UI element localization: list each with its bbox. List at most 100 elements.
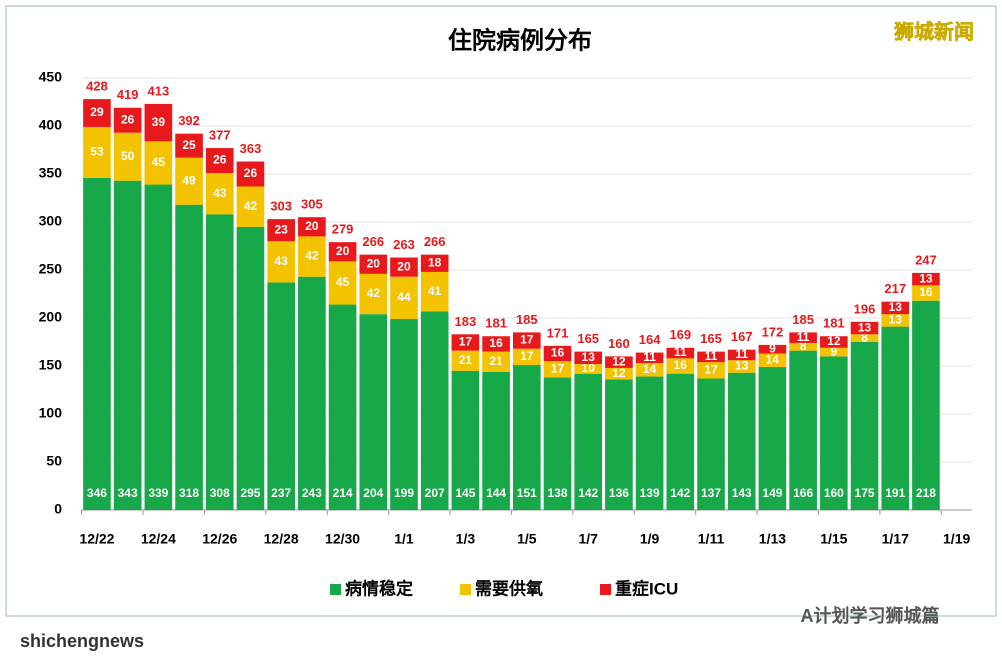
bar-value-label: 42 bbox=[367, 286, 381, 300]
total-label: 181 bbox=[823, 316, 845, 331]
bar-segment bbox=[789, 332, 817, 343]
bar-segment bbox=[236, 161, 265, 187]
bar-segment bbox=[727, 372, 756, 510]
bar-segment bbox=[205, 148, 234, 174]
x-tick-label: 1/11 bbox=[698, 531, 725, 547]
bar-value-label: 237 bbox=[271, 486, 291, 500]
bar-segment bbox=[113, 180, 142, 510]
bar-value-label: 138 bbox=[547, 486, 567, 500]
bar-value-label: 12 bbox=[612, 354, 626, 368]
bar-value-label: 8 bbox=[861, 330, 868, 344]
bar-value-label: 21 bbox=[489, 354, 503, 368]
bar-value-label: 204 bbox=[363, 486, 383, 500]
y-tick-label: 50 bbox=[46, 453, 62, 469]
bar-value-label: 145 bbox=[455, 486, 475, 500]
bar-segment bbox=[912, 285, 940, 301]
x-tick-label: 12/22 bbox=[79, 531, 114, 547]
bar-value-label: 175 bbox=[855, 486, 875, 500]
bar-segment bbox=[758, 366, 787, 510]
bar-value-label: 16 bbox=[919, 285, 933, 299]
bar-value-label: 14 bbox=[766, 352, 780, 366]
bar-segment bbox=[727, 360, 756, 373]
bar-value-label: 346 bbox=[87, 486, 107, 500]
bar-segment bbox=[881, 314, 910, 327]
bar-value-label: 25 bbox=[182, 138, 196, 152]
bar-segment bbox=[175, 204, 203, 510]
x-tick-label: 1/3 bbox=[456, 531, 476, 547]
bar-segment bbox=[697, 378, 725, 510]
bar-segment bbox=[267, 282, 295, 510]
bar-segment bbox=[912, 300, 940, 510]
total-label: 377 bbox=[209, 128, 231, 143]
bar-value-label: 318 bbox=[179, 486, 199, 500]
bar-segment bbox=[482, 371, 510, 510]
bar-value-label: 17 bbox=[459, 335, 473, 349]
bar-segment bbox=[635, 376, 664, 510]
total-label: 303 bbox=[270, 199, 292, 214]
bar-value-label: 12 bbox=[827, 334, 841, 348]
bar-value-label: 13 bbox=[889, 300, 903, 314]
total-label: 305 bbox=[301, 197, 323, 212]
y-tick-label: 400 bbox=[39, 117, 63, 133]
bar-segment bbox=[328, 242, 357, 262]
bar-segment bbox=[543, 361, 572, 378]
y-tick-label: 200 bbox=[39, 309, 63, 325]
bar-segment bbox=[666, 358, 695, 374]
total-label: 217 bbox=[884, 281, 906, 296]
y-tick-label: 100 bbox=[39, 405, 63, 421]
total-label: 185 bbox=[792, 312, 814, 327]
y-tick-label: 450 bbox=[39, 69, 63, 85]
bar-segment bbox=[605, 367, 633, 380]
bar-segment bbox=[881, 301, 910, 315]
bar-value-label: 42 bbox=[305, 249, 319, 263]
footer-right: A计划学习狮城篇 bbox=[801, 605, 940, 626]
bar-segment bbox=[83, 126, 111, 178]
bar-segment bbox=[144, 141, 173, 185]
bar-segment bbox=[359, 314, 388, 510]
x-tick-label: 1/13 bbox=[759, 531, 786, 547]
bar-segment bbox=[236, 226, 265, 511]
bar-value-label: 17 bbox=[551, 362, 565, 376]
bar-segment bbox=[789, 342, 817, 351]
bar-value-label: 191 bbox=[885, 486, 905, 500]
bar-value-label: 50 bbox=[121, 149, 135, 163]
bar-segment bbox=[605, 379, 633, 510]
bar-segment bbox=[605, 356, 633, 368]
bar-value-label: 45 bbox=[152, 155, 166, 169]
bar-segment bbox=[727, 349, 756, 361]
bar-value-label: 308 bbox=[210, 486, 230, 500]
bar-value-label: 214 bbox=[333, 486, 353, 500]
total-label: 247 bbox=[915, 252, 937, 267]
bar-value-label: 39 bbox=[152, 115, 166, 129]
bar-value-label: 137 bbox=[701, 486, 721, 500]
bar-value-label: 14 bbox=[643, 362, 657, 376]
x-tick-label: 12/26 bbox=[202, 531, 237, 547]
legend-label: 病情稳定 bbox=[345, 578, 413, 598]
bar-segment bbox=[298, 217, 326, 237]
x-tick-label: 12/30 bbox=[325, 531, 360, 547]
bar-value-label: 243 bbox=[302, 486, 322, 500]
bar-segment bbox=[574, 351, 603, 365]
bar-segment bbox=[512, 365, 541, 510]
bar-segment bbox=[451, 334, 480, 351]
bar-value-label: 45 bbox=[336, 275, 350, 289]
bar-value-label: 17 bbox=[520, 349, 534, 363]
bar-value-label: 142 bbox=[670, 486, 690, 500]
y-tick-label: 0 bbox=[54, 501, 62, 517]
bar-segment bbox=[390, 257, 418, 277]
total-label: 167 bbox=[731, 329, 753, 344]
bar-value-label: 42 bbox=[244, 199, 258, 213]
bar-value-label: 20 bbox=[397, 259, 411, 273]
bar-value-label: 160 bbox=[824, 486, 844, 500]
bar-segment bbox=[512, 348, 541, 366]
bar-value-label: 13 bbox=[735, 359, 749, 373]
legend-swatch bbox=[600, 584, 611, 595]
total-label: 171 bbox=[547, 325, 569, 340]
footer-left: shichengnews bbox=[20, 631, 144, 651]
bar-segment bbox=[850, 342, 879, 510]
x-tick-label: 12/28 bbox=[264, 531, 299, 547]
bar-segment bbox=[390, 276, 418, 319]
total-label: 266 bbox=[424, 234, 446, 249]
bar-value-label: 8 bbox=[800, 339, 807, 353]
